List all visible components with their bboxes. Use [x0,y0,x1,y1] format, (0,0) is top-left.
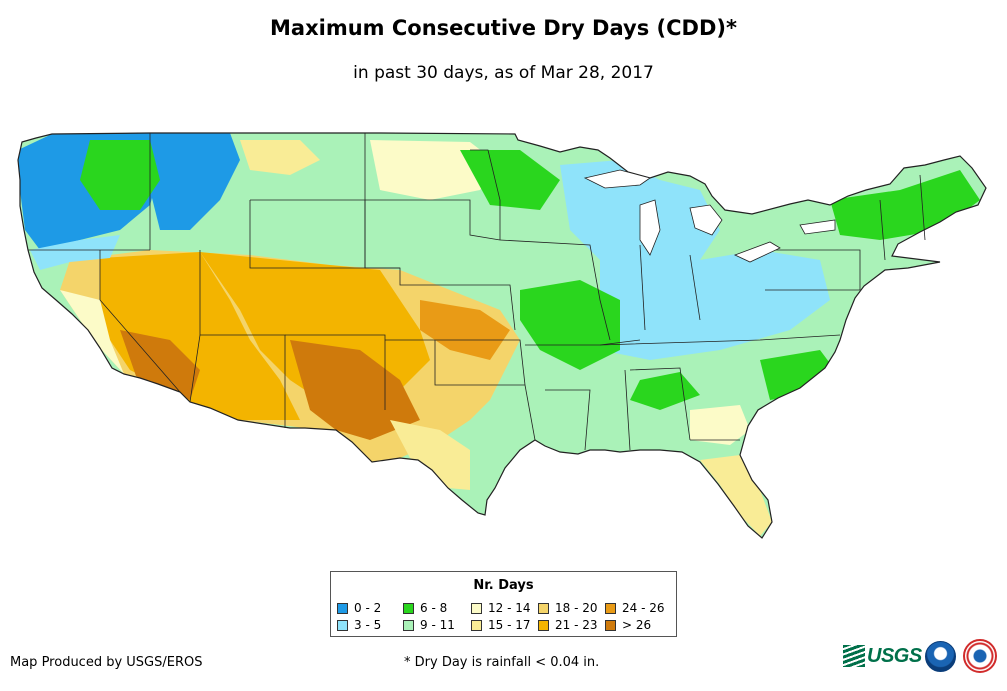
state-border [629,367,691,441]
state-border [99,250,181,393]
lake-huron [689,204,723,236]
cdd-fill-layers [18,133,986,538]
legend-swatch [471,602,482,614]
legend-label: 21 - 23 [555,618,598,632]
legend-label: 12 - 14 [488,601,531,615]
legend-item-6-8: 6 - 8 [403,601,447,615]
legend-item-21-23: 21 - 23 [538,618,598,632]
lake-ontario [799,219,836,235]
legend-item-3-5: 3 - 5 [337,618,381,632]
legend-label: 6 - 8 [420,601,448,615]
state-border [385,339,526,386]
lake-michigan [639,199,661,256]
legend-item-over-26: > 26 [605,618,651,632]
usgs-logo-text: USGS [867,644,922,667]
texas-15-17 [390,420,470,490]
state-border [879,199,886,261]
state-border [919,174,926,241]
state-border [364,200,516,331]
minnesota-6-8 [460,150,560,210]
noaa-logo-icon [925,641,956,672]
legend: Nr. Days 0 - 2 3 - 5 6 - 8 9 - 11 12 - 1… [330,571,677,637]
kansas-24-26 [420,300,510,360]
state-border [470,149,501,240]
legend-item-24-26: 24 - 26 [605,601,665,615]
legend-item-12-14: 12 - 14 [471,601,531,615]
legend-label: 15 - 17 [488,618,531,632]
legend-title: Nr. Days [473,578,534,593]
map-subtitle: in past 30 days, as of Mar 28, 2017 [353,63,654,83]
usgs-logo: USGS [843,641,923,671]
state-border [285,334,386,410]
legend-swatch [605,602,616,614]
state-borders [28,133,926,451]
legend-swatch [538,602,549,614]
florida-15-17 [700,455,772,536]
dry-day-footnote: * Dry Day is rainfall < 0.04 in. [404,655,600,670]
legend-item-15-17: 15 - 17 [471,618,531,632]
legend-item-9-11: 9 - 11 [403,618,455,632]
legend-label: 3 - 5 [354,618,382,632]
state-border [689,254,701,321]
legend-item-18-20: 18 - 20 [538,601,598,615]
state-border [364,133,501,241]
legend-item-0-2: 0 - 2 [337,601,381,615]
map-credit: Map Produced by USGS/EROS [10,655,203,670]
state-border [434,340,525,386]
state-border [545,389,591,451]
state-border [624,369,631,451]
legend-swatch [403,619,414,631]
legend-label: 18 - 20 [555,601,598,615]
legend-swatch [403,602,414,614]
legend-swatch [471,619,482,631]
state-border [249,200,400,269]
carolinas-6-8 [760,350,835,400]
legend-label: 0 - 2 [354,601,382,615]
state-border [760,249,861,290]
alabama-6-8 [630,372,700,410]
nws-logo-icon [963,639,997,673]
california-12-14 [60,290,124,374]
state-border [599,334,841,346]
cascade-6-8 [80,140,160,210]
state-border [524,384,536,441]
map-title: Maximum Consecutive Dry Days (CDD)* [270,16,737,40]
legend-label: > 26 [622,618,652,632]
state-border [639,244,646,331]
arizona-over-26 [120,330,200,400]
missouri-6-8 [520,280,620,370]
great-lakes [583,169,836,263]
legend-swatch [605,619,616,631]
northern-california-3-5 [30,235,120,270]
ohio-valley-3-5 [600,250,830,360]
lake-erie [733,241,781,263]
legend-swatch [538,619,549,631]
georgia-12-14 [690,405,750,445]
lake-superior [583,169,651,189]
legend-swatch [337,619,348,631]
legend-label: 9 - 11 [420,618,455,632]
usgs-wave-icon [843,645,865,667]
idaho-0-2 [150,133,240,230]
legend-label: 24 - 26 [622,601,665,615]
legend-swatch [337,602,348,614]
state-border [499,239,611,341]
montana-dry-patch [240,140,320,175]
new-mexico-over-26 [290,340,420,440]
